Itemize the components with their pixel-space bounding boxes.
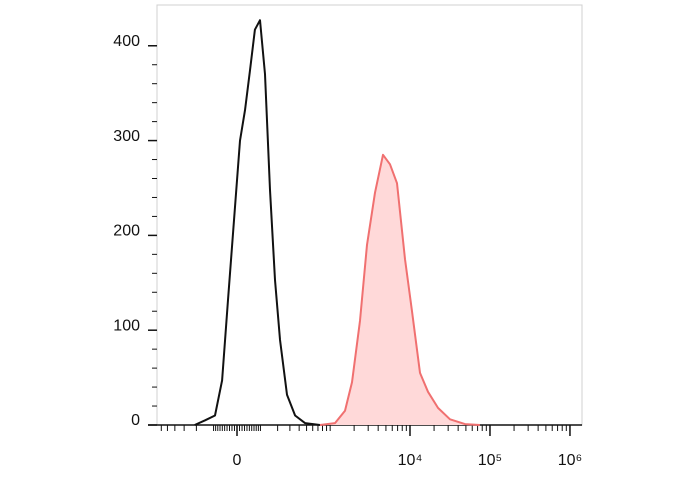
x-tick-label: 0 <box>233 452 242 469</box>
y-tick-label: 200 <box>113 223 140 240</box>
y-tick-label: 100 <box>113 317 140 334</box>
y-tick-label: 400 <box>113 33 140 50</box>
y-tick-label: 0 <box>131 412 140 429</box>
y-tick-label: 300 <box>113 128 140 145</box>
histogram-area <box>320 154 480 426</box>
histogram-line <box>319 153 480 426</box>
x-tick-label: 10⁵ <box>478 452 502 469</box>
x-tick-label: 10⁴ <box>398 452 423 469</box>
histogram-line <box>194 19 321 426</box>
x-tick-label: 10⁶ <box>558 452 582 469</box>
